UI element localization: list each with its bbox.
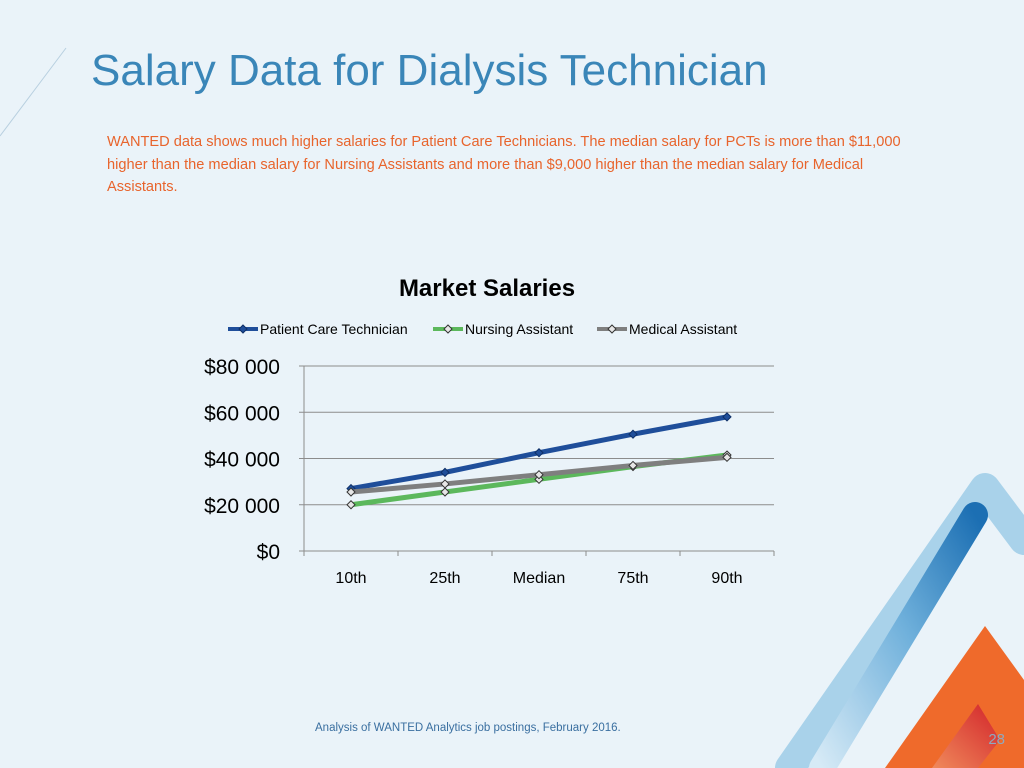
data-point-marker [346,500,356,510]
chart-legend: Patient Care Technician Nursing Assistant… [228,321,737,337]
legend-label: Medical Assistant [629,321,737,337]
data-point-marker [534,469,544,480]
data-point-marker [440,467,450,478]
y-tick-label: $60 000 [204,402,280,425]
page-number: 28 [988,731,1005,748]
data-point-marker [722,452,732,463]
data-point-marker [628,460,638,471]
data-point-marker [628,429,638,439]
x-tick-label: Median [513,570,565,587]
chart-axes [299,365,775,556]
deco-stroke-blue [809,502,988,768]
x-tick-label: 75th [617,570,648,587]
intro-paragraph: WANTED data shows much higher salaries f… [107,134,901,195]
y-axis-ticks: $0 $20 000 $40 000 $60 000 $80 000 [204,356,280,564]
chart-series [346,412,732,510]
x-tick-label: 25th [429,570,460,587]
legend-marker [238,324,248,334]
series-2 [346,452,732,497]
legend-item-1: Nursing Assistant [433,321,573,337]
x-tick-label: 10th [335,570,366,587]
source-note: Analysis of WANTED Analytics job posting… [315,722,621,734]
y-tick-label: $20 000 [204,495,280,518]
decorative-diagonal-line [0,47,67,137]
data-point-marker [440,487,450,497]
legend-label: Patient Care Technician [260,321,408,337]
series-0 [346,412,732,494]
y-tick-label: $40 000 [204,449,280,472]
legend-item-0: Patient Care Technician [228,321,408,337]
data-point-marker [346,487,356,497]
deco-triangle-red [932,704,1000,768]
legend-marker [443,324,453,334]
x-tick-label: 90th [711,570,742,587]
market-salaries-chart: Market Salaries Patient Care Technician N… [204,275,775,587]
slide-title: Salary Data for Dialysis Technician [91,46,768,95]
data-point-marker [534,448,544,458]
chart-gridlines [304,365,774,506]
chart-title: Market Salaries [399,275,575,302]
legend-item-2: Medical Assistant [597,321,737,337]
legend-marker [607,324,617,334]
data-point-marker [722,412,732,422]
y-tick-label: $80 000 [204,356,280,379]
deco-chevron-light-blue [775,473,1024,768]
y-tick-label: $0 [257,541,280,564]
data-point-marker [440,479,450,489]
legend-label: Nursing Assistant [465,321,573,337]
x-axis-ticks: 10th 25th Median 75th 90th [335,570,742,587]
